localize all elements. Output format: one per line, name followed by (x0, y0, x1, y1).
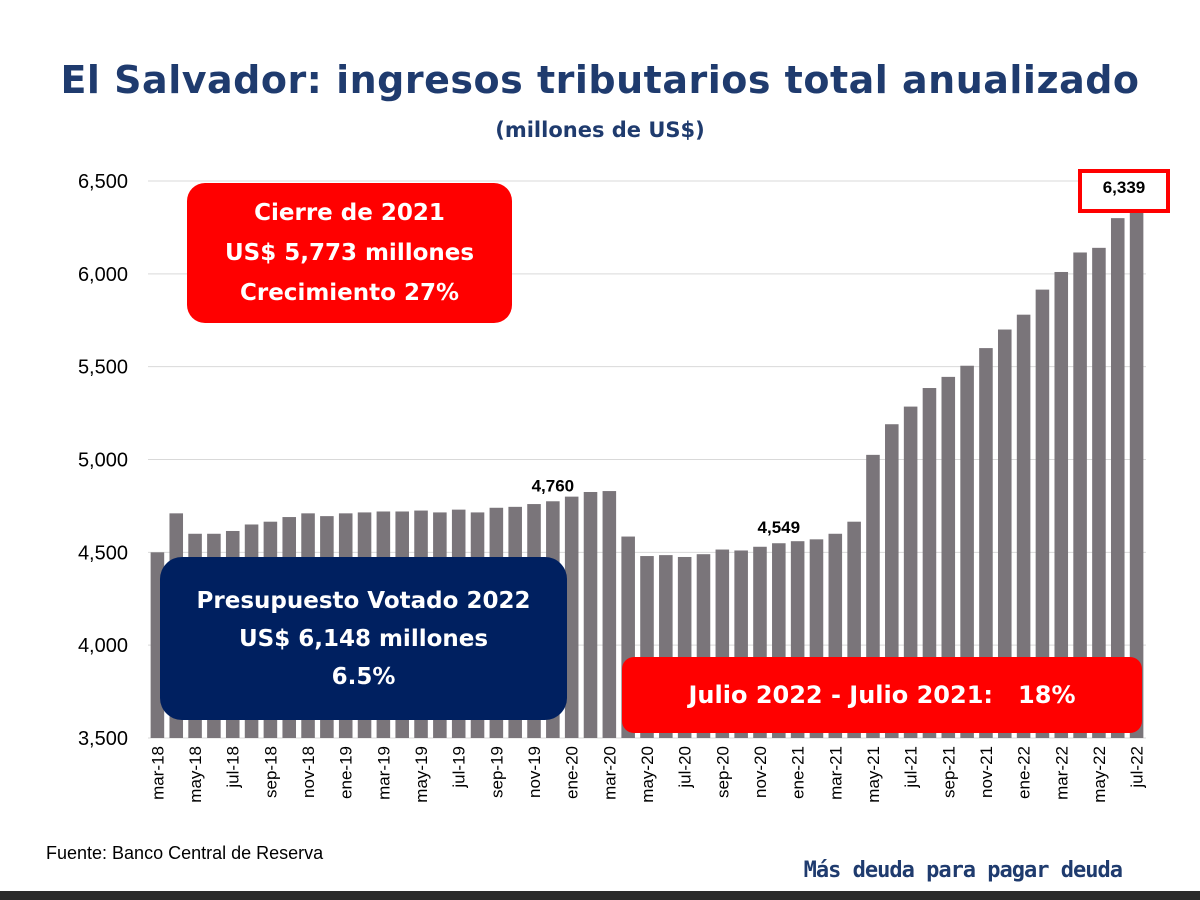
x-tick-label: sep-19 (487, 746, 506, 798)
data-label: 4,760 (532, 476, 575, 495)
x-tick-label: nov-21 (977, 746, 996, 798)
bar-ago-21 (922, 388, 937, 738)
y-tick-label: 6,500 (78, 171, 128, 193)
y-tick-label: 5,500 (78, 357, 128, 379)
callout-cierre-line-2: US$ 5,773 millones (224, 240, 475, 266)
chart-subtitle: (millones de US$) (495, 118, 705, 142)
footer-note: Más deuda para pagar deuda (803, 858, 1123, 883)
bar-jul-22 (1129, 210, 1144, 738)
bar-mar-20 (602, 491, 617, 738)
x-tick-label: mar-20 (600, 746, 619, 800)
y-tick-label: 6,000 (78, 264, 128, 286)
peak-value-label: 6,339 (1078, 169, 1170, 213)
x-tick-label: ene-22 (1015, 746, 1034, 799)
bar-nov-21 (979, 348, 993, 738)
x-tick-label: jul-20 (676, 746, 695, 789)
callout-presupuesto-line-2: US$ 6,148 millones (238, 625, 489, 652)
y-tick-label: 4,000 (78, 635, 128, 657)
bar-jun-22 (1110, 218, 1125, 739)
bar-may-22 (1092, 247, 1106, 738)
y-tick-label: 3,500 (78, 728, 128, 750)
bar-sep-21 (941, 376, 956, 738)
bottom-bar (0, 891, 1200, 900)
x-tick-label: nov-19 (525, 746, 544, 798)
bar-oct-21 (960, 365, 974, 738)
x-tick-label: ene-19 (337, 746, 356, 799)
x-tick-label: nov-18 (299, 746, 318, 798)
bar-dic-21 (997, 329, 1012, 738)
x-tick-label: may-21 (864, 746, 883, 803)
x-tick-label: jul-19 (450, 746, 469, 789)
callout-presupuesto-line-3: 6.5% (331, 663, 396, 690)
x-tick-label: may-18 (186, 746, 205, 803)
x-axis-ticks: mar-18 may-18 jul-18 sep-18 nov-18 ene-19 mar-… (148, 746, 1146, 803)
callout-julio-growth: Julio 2022 - Julio 2021: 18% (622, 657, 1142, 733)
y-tick-label: 5,000 (78, 450, 128, 472)
callout-cierre-2021: Cierre de 2021 US$ 5,773 millones Crecim… (187, 183, 512, 323)
chart-title: El Salvador: ingresos tributarios total … (60, 58, 1140, 102)
bar-jul-21 (903, 406, 918, 738)
callout-presupuesto-2022: Presupuesto Votado 2022 US$ 6,148 millon… (160, 557, 567, 720)
source-note: Fuente: Banco Central de Reserva (46, 843, 324, 863)
x-tick-label: ene-21 (789, 746, 808, 799)
x-tick-label: nov-20 (751, 746, 770, 798)
bar-ene-22 (1016, 314, 1031, 738)
x-tick-label: ene-20 (563, 746, 582, 799)
bar-feb-22 (1035, 289, 1050, 738)
x-tick-label: may-19 (412, 746, 431, 803)
x-tick-label: mar-21 (826, 746, 845, 800)
callout-cierre-line-1: Cierre de 2021 (254, 200, 445, 226)
x-tick-label: jul-22 (1128, 746, 1147, 789)
data-labels: 4,760 4,549 (532, 476, 801, 537)
x-tick-label: sep-20 (713, 746, 732, 798)
y-axis-ticks: 3,500 4,000 4,500 5,000 5,500 6,000 6,500 (78, 171, 128, 750)
data-label: 4,549 (758, 518, 801, 537)
x-tick-label: jul-18 (224, 746, 243, 789)
x-tick-label: mar-18 (148, 746, 167, 800)
callout-cierre-line-3: Crecimiento 27% (239, 280, 460, 306)
x-tick-label: jul-21 (902, 746, 921, 789)
x-tick-label: may-20 (638, 746, 657, 803)
x-tick-label: sep-21 (939, 746, 958, 798)
x-tick-label: may-22 (1090, 746, 1109, 803)
bar-ene-20 (564, 496, 579, 738)
bar-mar-22 (1054, 271, 1069, 738)
x-tick-label: sep-18 (261, 746, 280, 798)
bar-feb-20 (583, 491, 598, 738)
y-tick-label: 4,500 (78, 542, 128, 564)
x-tick-label: mar-22 (1052, 746, 1071, 800)
x-tick-label: mar-19 (374, 746, 393, 800)
bar-abr-22 (1073, 252, 1087, 738)
callout-presupuesto-line-1: Presupuesto Votado 2022 (196, 587, 531, 614)
